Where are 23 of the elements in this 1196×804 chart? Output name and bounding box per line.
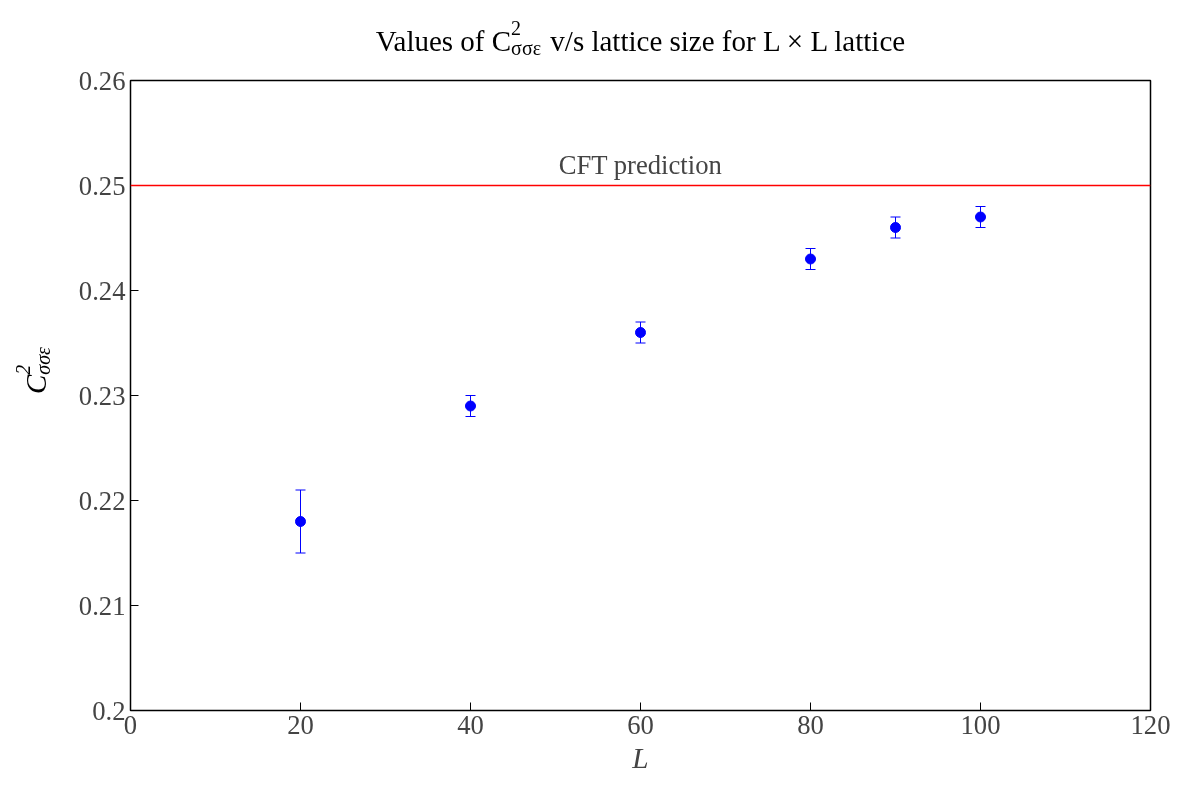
x-tick-label: 0 <box>123 709 138 740</box>
y-tick-label: 0.21 <box>78 590 126 621</box>
y-tick-label: 0.2 <box>92 695 126 726</box>
point <box>805 253 816 265</box>
point <box>635 327 646 338</box>
point <box>295 516 306 527</box>
ref-line-label: CFT prediction <box>558 149 722 180</box>
y-tick-label: 0.25 <box>78 170 126 201</box>
x-tick-label: 40 <box>457 709 484 740</box>
x-tick-label: 80 <box>797 709 824 740</box>
point <box>890 222 901 233</box>
y-tick-label: 0.22 <box>78 485 126 516</box>
x-tick-label: 60 <box>627 709 654 740</box>
y-tick-label: 0.26 <box>78 65 126 96</box>
point <box>975 211 986 223</box>
y-tick-label: 0.24 <box>78 275 126 306</box>
x-tick-label: 120 <box>1130 709 1171 740</box>
x-tick-label: 20 <box>287 709 314 740</box>
y-axis-title: C2σσε <box>12 347 54 395</box>
x-axis-title: L <box>631 741 649 774</box>
y-tick-label: 0.23 <box>78 380 126 411</box>
point <box>465 400 476 412</box>
x-tick-label: 100 <box>960 709 1001 740</box>
